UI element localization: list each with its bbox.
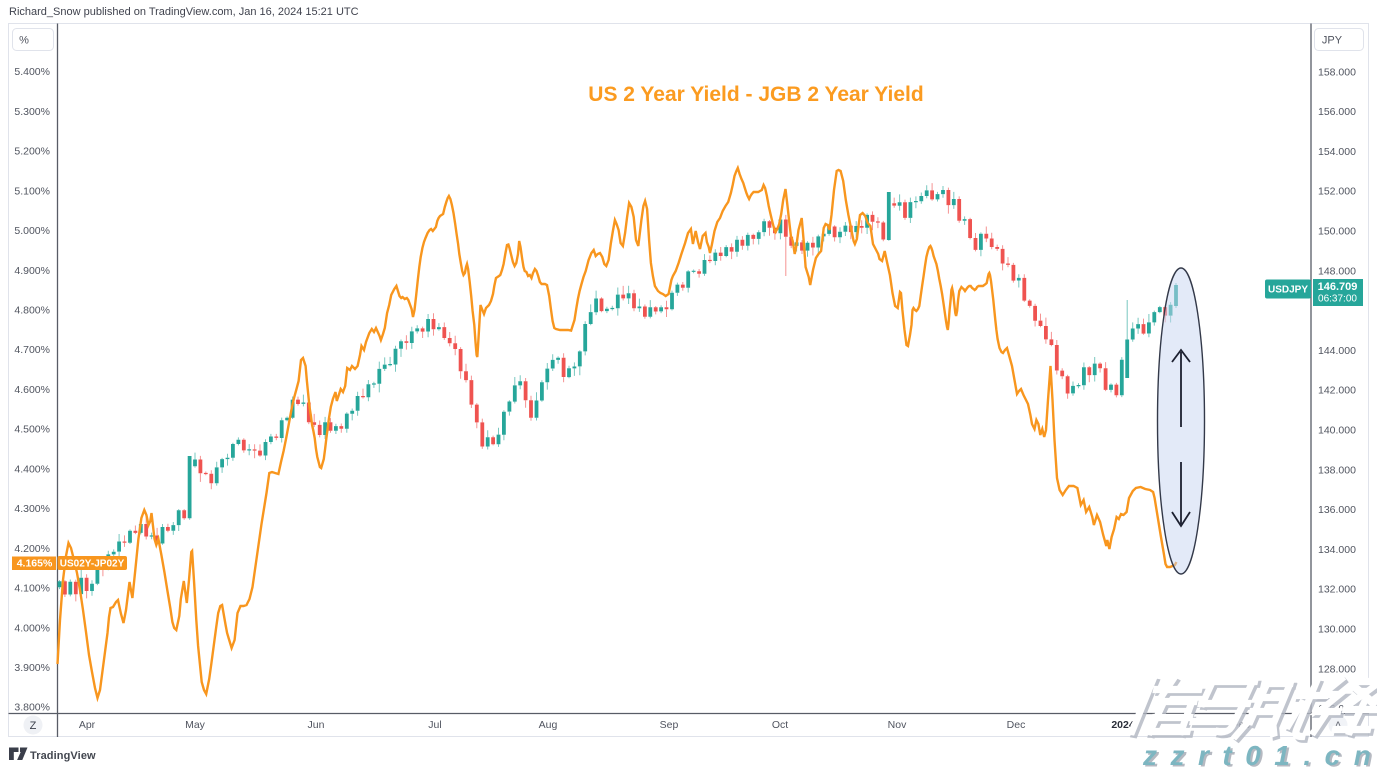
svg-text:136.000: 136.000: [1318, 504, 1356, 516]
svg-text:4.200%: 4.200%: [14, 543, 50, 555]
svg-text:2024: 2024: [1111, 719, 1135, 731]
svg-text:146.709: 146.709: [1318, 281, 1358, 293]
svg-text:140.000: 140.000: [1318, 425, 1356, 437]
svg-text:Aug: Aug: [539, 719, 558, 731]
svg-text:5.000%: 5.000%: [14, 225, 50, 237]
svg-text:128.000: 128.000: [1318, 663, 1356, 675]
svg-text:4.400%: 4.400%: [14, 463, 50, 475]
svg-text:142.000: 142.000: [1318, 385, 1356, 397]
svg-text:May: May: [185, 719, 206, 731]
svg-text:Jun: Jun: [308, 719, 325, 731]
svg-text:152.000: 152.000: [1318, 186, 1356, 198]
svg-text:06:37:00: 06:37:00: [1318, 294, 1357, 305]
svg-text:5.300%: 5.300%: [14, 106, 50, 118]
svg-text:5.200%: 5.200%: [14, 146, 50, 158]
svg-text:Oct: Oct: [772, 719, 788, 731]
svg-text:148.000: 148.000: [1318, 265, 1356, 277]
svg-text:4.500%: 4.500%: [14, 424, 50, 436]
svg-text:zzrt01.cn: zzrt01.cn: [1144, 741, 1377, 770]
svg-text:4.000%: 4.000%: [14, 622, 50, 634]
svg-text:158.000: 158.000: [1318, 66, 1356, 78]
svg-text:Dec: Dec: [1007, 719, 1026, 731]
svg-text:3.800%: 3.800%: [14, 702, 50, 714]
svg-text:Apr: Apr: [79, 719, 96, 731]
svg-text:Sep: Sep: [660, 719, 679, 731]
svg-text:3.900%: 3.900%: [14, 662, 50, 674]
svg-text:5.100%: 5.100%: [14, 185, 50, 197]
svg-text:US02Y-JP02Y: US02Y-JP02Y: [60, 559, 125, 570]
svg-text:TradingView: TradingView: [30, 750, 96, 762]
svg-text:JPY: JPY: [1322, 35, 1343, 47]
svg-text:5.400%: 5.400%: [14, 66, 50, 78]
svg-text:4.300%: 4.300%: [14, 503, 50, 515]
svg-text:154.000: 154.000: [1318, 146, 1356, 158]
svg-text:4.165%: 4.165%: [17, 558, 53, 570]
svg-text:4.600%: 4.600%: [14, 384, 50, 396]
svg-text:4.800%: 4.800%: [14, 305, 50, 317]
svg-text:138.000: 138.000: [1318, 464, 1356, 476]
svg-text:USDJPY: USDJPY: [1268, 285, 1308, 296]
svg-text:4.100%: 4.100%: [14, 583, 50, 595]
svg-text:150.000: 150.000: [1318, 226, 1356, 238]
svg-text:4.900%: 4.900%: [14, 265, 50, 277]
svg-text:134.000: 134.000: [1318, 544, 1356, 556]
svg-text:Z: Z: [30, 720, 37, 732]
svg-text:156.000: 156.000: [1318, 106, 1356, 118]
svg-text:Nov: Nov: [888, 719, 907, 731]
svg-text:144.000: 144.000: [1318, 345, 1356, 357]
svg-text:Jul: Jul: [428, 719, 441, 731]
svg-text:132.000: 132.000: [1318, 584, 1356, 596]
svg-text:4.700%: 4.700%: [14, 344, 50, 356]
svg-text:130.000: 130.000: [1318, 624, 1356, 636]
svg-text:zzrt01.cn: zzrt01.cn: [1142, 740, 1377, 770]
svg-text:%: %: [19, 35, 29, 47]
svg-text:US 2 Year Yield - JGB 2 Year Y: US 2 Year Yield - JGB 2 Year Yield: [588, 83, 923, 106]
